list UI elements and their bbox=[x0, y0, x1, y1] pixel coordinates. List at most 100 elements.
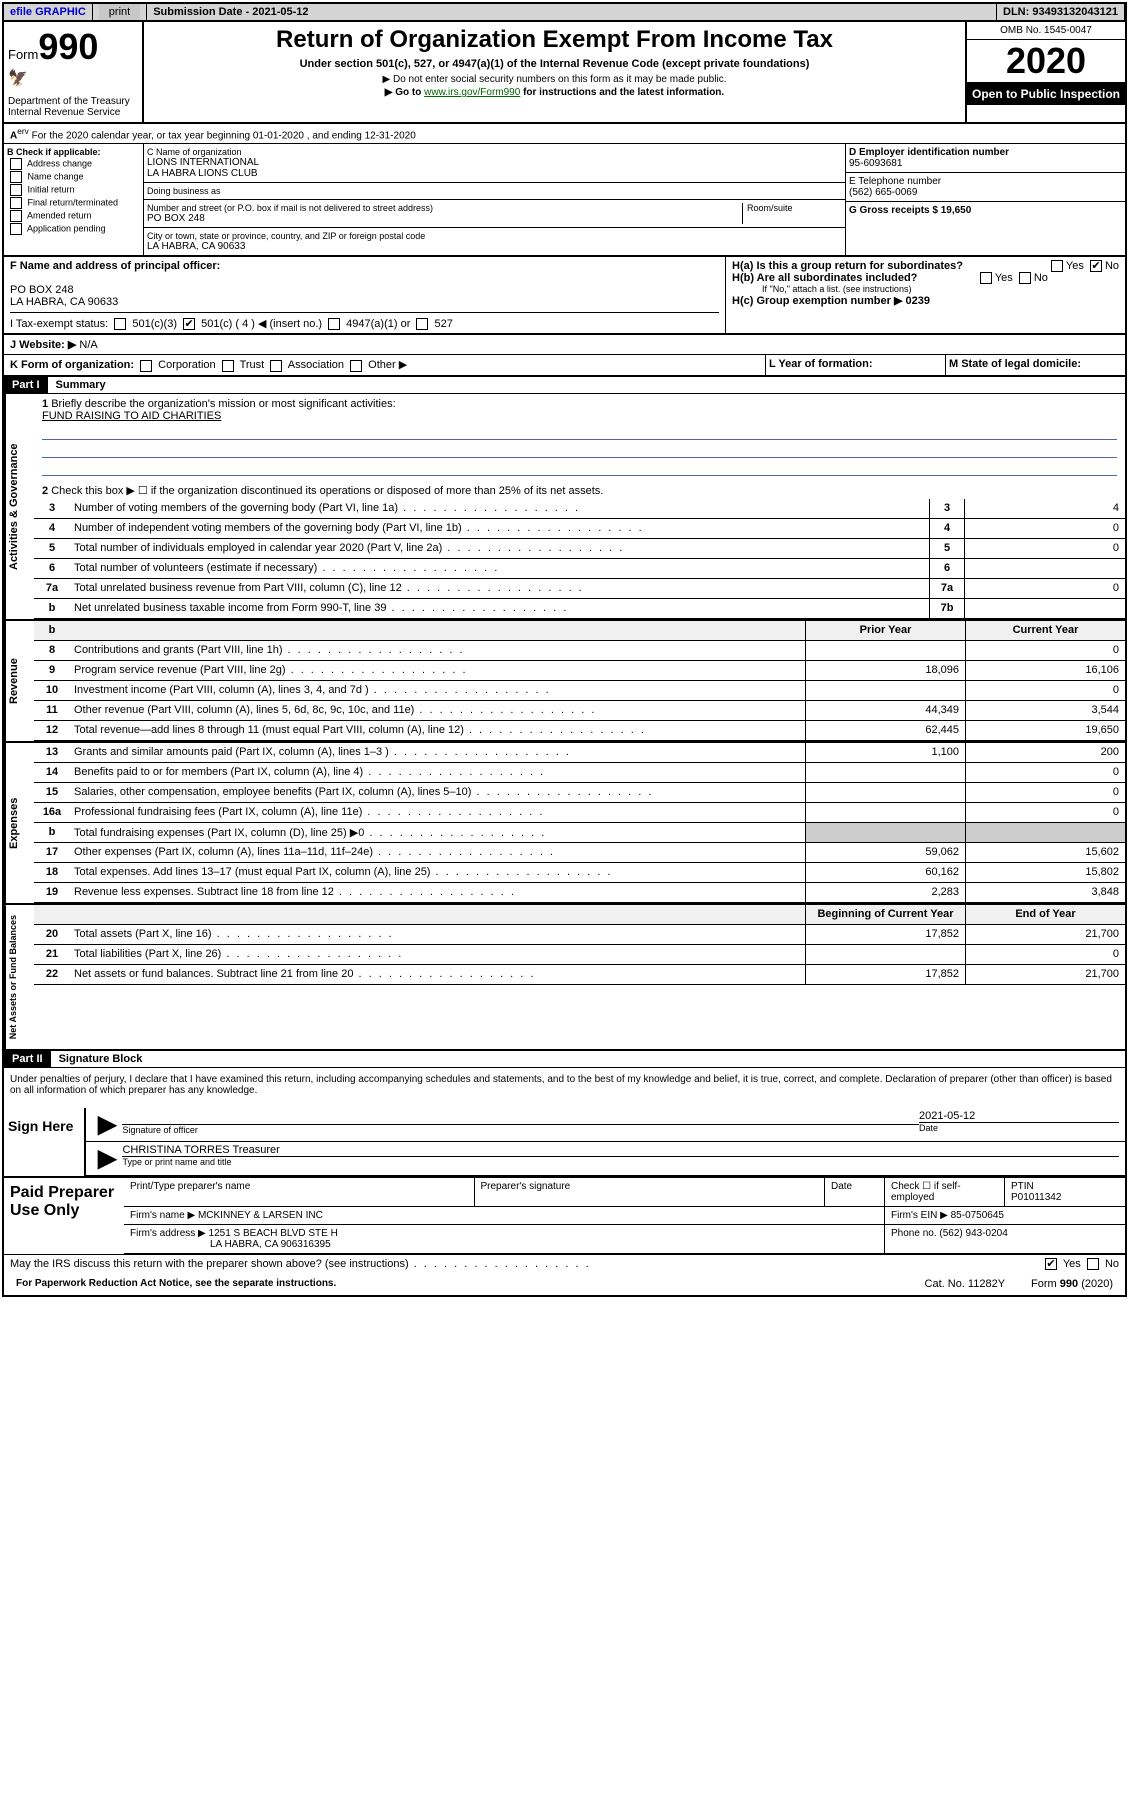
footer: For Paperwork Reduction Act Notice, see … bbox=[4, 1273, 1125, 1295]
table-row: 15Salaries, other compensation, employee… bbox=[34, 783, 1125, 803]
form-container: efile GRAPHIC print Submission Date - 20… bbox=[2, 2, 1127, 1297]
irs-gov-link[interactable]: www.irs.gov/Form990 bbox=[424, 87, 520, 98]
chk-final-return[interactable] bbox=[10, 197, 22, 209]
paid-preparer-block: Paid Preparer Use Only Print/Type prepar… bbox=[4, 1176, 1125, 1254]
table-row: bTotal fundraising expenses (Part IX, co… bbox=[34, 823, 1125, 843]
print-button[interactable]: print bbox=[99, 4, 140, 20]
sign-here-block: Sign Here ▶ Signature of officer 2021-05… bbox=[4, 1108, 1125, 1176]
org-street: PO BOX 248 bbox=[147, 213, 742, 224]
org-city: LA HABRA, CA 90633 bbox=[147, 241, 425, 252]
section-a-d: B Check if applicable: Address change Na… bbox=[4, 144, 1125, 257]
table-row: 5Total number of individuals employed in… bbox=[34, 539, 1125, 559]
table-row: 6Total number of volunteers (estimate if… bbox=[34, 559, 1125, 579]
section-k-l-m: K Form of organization: Corporation Trus… bbox=[4, 355, 1125, 376]
table-row: 13Grants and similar amounts paid (Part … bbox=[34, 743, 1125, 763]
year-formation: L Year of formation: bbox=[765, 355, 945, 374]
expenses-section: Expenses 13Grants and similar amounts pa… bbox=[4, 743, 1125, 905]
col-c-org-info: C Name of organizationLIONS INTERNATIONA… bbox=[144, 144, 845, 255]
form-header: Form990 🦅 Department of the Treasury Int… bbox=[4, 22, 1125, 124]
efile-link[interactable]: efile GRAPHIC bbox=[4, 4, 93, 20]
chk-initial-return[interactable] bbox=[10, 184, 22, 196]
table-row: 12Total revenue—add lines 8 through 11 (… bbox=[34, 721, 1125, 741]
table-row: 16aProfessional fundraising fees (Part I… bbox=[34, 803, 1125, 823]
table-row: 21Total liabilities (Part X, line 26)0 bbox=[34, 945, 1125, 965]
chk-ha-yes[interactable] bbox=[1051, 260, 1063, 272]
officer-addr: PO BOX 248 bbox=[10, 284, 719, 296]
dln: DLN: 93493132043121 bbox=[997, 4, 1125, 20]
table-row: 3Number of voting members of the governi… bbox=[34, 499, 1125, 519]
telephone: (562) 665-0069 bbox=[849, 187, 1122, 198]
chk-4947a1[interactable] bbox=[328, 318, 340, 330]
chk-amended[interactable] bbox=[10, 210, 22, 222]
sign-arrow-icon: ▶ bbox=[92, 1110, 122, 1139]
ssn-notice: ▶ Do not enter social security numbers o… bbox=[154, 74, 955, 85]
chk-527[interactable] bbox=[416, 318, 428, 330]
table-row: bNet unrelated business taxable income f… bbox=[34, 599, 1125, 619]
chk-discuss-yes[interactable] bbox=[1045, 1258, 1057, 1270]
form-title: Return of Organization Exempt From Incom… bbox=[154, 26, 955, 54]
chk-address-change[interactable] bbox=[10, 158, 22, 170]
table-row: 8Contributions and grants (Part VIII, li… bbox=[34, 641, 1125, 661]
officer-name-title: CHRISTINA TORRES Treasurer bbox=[122, 1144, 1119, 1156]
chk-association[interactable] bbox=[270, 360, 282, 372]
table-row: 11Other revenue (Part VIII, column (A), … bbox=[34, 701, 1125, 721]
section-j: J Website: ▶ N/A bbox=[4, 335, 1125, 355]
chk-other[interactable] bbox=[350, 360, 362, 372]
part-i-header: Part ISummary bbox=[4, 377, 1125, 394]
form-version: Form 990 (2020) bbox=[1025, 1275, 1119, 1293]
state-domicile: M State of legal domicile: bbox=[945, 355, 1125, 374]
open-to-public: Open to Public Inspection bbox=[967, 83, 1125, 105]
chk-501c3[interactable] bbox=[114, 318, 126, 330]
instructions-line: ▶ Go to www.irs.gov/Form990 for instruct… bbox=[154, 87, 955, 98]
net-assets-section: Net Assets or Fund Balances Beginning of… bbox=[4, 905, 1125, 1051]
omb-number: OMB No. 1545-0047 bbox=[967, 22, 1125, 40]
ptin: P01011342 bbox=[1011, 1192, 1061, 1203]
table-row: 14Benefits paid to or for members (Part … bbox=[34, 763, 1125, 783]
table-row: 22Net assets or fund balances. Subtract … bbox=[34, 965, 1125, 985]
table-row: 20Total assets (Part X, line 16)17,85221… bbox=[34, 925, 1125, 945]
firm-phone: (562) 943-0204 bbox=[939, 1228, 1007, 1239]
form-subtitle: Under section 501(c), 527, or 4947(a)(1)… bbox=[154, 58, 955, 70]
table-row: 9Program service revenue (Part VIII, lin… bbox=[34, 661, 1125, 681]
side-revenue: Revenue bbox=[4, 621, 34, 741]
table-row: 7aTotal unrelated business revenue from … bbox=[34, 579, 1125, 599]
perjury-statement: Under penalties of perjury, I declare th… bbox=[4, 1068, 1125, 1102]
chk-trust[interactable] bbox=[222, 360, 234, 372]
firm-name: MCKINNEY & LARSEN INC bbox=[198, 1210, 323, 1221]
table-row: 10Investment income (Part VIII, column (… bbox=[34, 681, 1125, 701]
mission-text: FUND RAISING TO AID CHARITIES bbox=[42, 410, 221, 422]
chk-name-change[interactable] bbox=[10, 171, 22, 183]
irs-discuss-row: May the IRS discuss this return with the… bbox=[4, 1254, 1125, 1273]
tax-year-line: Aerv For the 2020 calendar year, or tax … bbox=[4, 124, 1125, 144]
name-arrow-icon: ▶ bbox=[92, 1144, 122, 1173]
website-val: N/A bbox=[79, 339, 97, 351]
sig-date: 2021-05-12 bbox=[919, 1110, 1119, 1122]
side-governance: Activities & Governance bbox=[4, 394, 34, 619]
group-exemption: H(c) Group exemption number ▶ 0239 bbox=[732, 294, 1119, 307]
gross-receipts: G Gross receipts $ 19,650 bbox=[846, 202, 1125, 219]
top-bar: efile GRAPHIC print Submission Date - 20… bbox=[4, 4, 1125, 22]
table-row: 4Number of independent voting members of… bbox=[34, 519, 1125, 539]
section-f-h: F Name and address of principal officer:… bbox=[4, 257, 1125, 335]
table-row: 17Other expenses (Part IX, column (A), l… bbox=[34, 843, 1125, 863]
chk-discuss-no[interactable] bbox=[1087, 1258, 1099, 1270]
tax-year: 2020 bbox=[967, 40, 1125, 83]
chk-hb-no[interactable] bbox=[1019, 272, 1031, 284]
chk-application-pending[interactable] bbox=[10, 223, 22, 235]
chk-corporation[interactable] bbox=[140, 360, 152, 372]
irs-eagle-icon: 🦅 bbox=[8, 68, 138, 88]
side-net-assets: Net Assets or Fund Balances bbox=[4, 905, 34, 1049]
col-b-checkboxes: B Check if applicable: Address change Na… bbox=[4, 144, 144, 255]
firm-addr: 1251 S BEACH BLVD STE H bbox=[209, 1228, 338, 1239]
ein: 95-6093681 bbox=[849, 158, 1122, 169]
governance-section: Activities & Governance 1 Briefly descri… bbox=[4, 394, 1125, 621]
chk-ha-no[interactable] bbox=[1090, 260, 1102, 272]
form-number: Form990 bbox=[8, 26, 138, 68]
chk-501c[interactable] bbox=[183, 318, 195, 330]
side-expenses: Expenses bbox=[4, 743, 34, 903]
col-d-e-g: D Employer identification number95-60936… bbox=[845, 144, 1125, 255]
table-row: 19Revenue less expenses. Subtract line 1… bbox=[34, 883, 1125, 903]
dept-treasury: Department of the Treasury Internal Reve… bbox=[8, 96, 138, 118]
revenue-section: Revenue bPrior YearCurrent Year 8Contrib… bbox=[4, 621, 1125, 743]
chk-hb-yes[interactable] bbox=[980, 272, 992, 284]
